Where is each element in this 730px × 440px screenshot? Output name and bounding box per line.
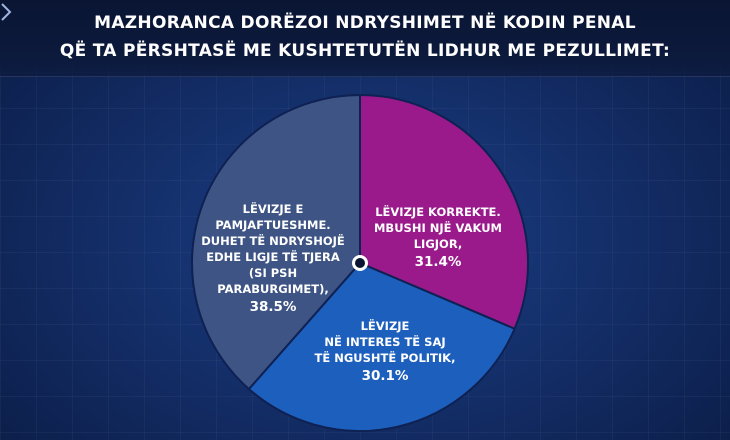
slice-value-label: 38.5% bbox=[250, 299, 297, 315]
slice-label-line: TË NGUSHTË POLITIK, bbox=[315, 350, 456, 365]
slice-label-line: LËVIZJE bbox=[361, 318, 410, 333]
slice-label-line: NË INTERES TË SAJ bbox=[324, 334, 445, 349]
slice-value-label: 30.1% bbox=[362, 368, 409, 384]
slice-label-3: LËVIZJE E PAMJAFTUESHME.DUHET TË NDRYSHOJ… bbox=[201, 201, 345, 315]
slice-label-line: DUHET TË NDRYSHOJË bbox=[201, 233, 345, 248]
chart-title-line-2: QË TA PËRSHTASË ME KUSHTETUTËN LIDHUR ME… bbox=[59, 41, 671, 61]
title-bar: MAZHORANCA DORËZOI NDRYSHIMET NË KODIN P… bbox=[0, 0, 730, 77]
chart-title-line-1: MAZHORANCA DORËZOI NDRYSHIMET NË KODIN P… bbox=[94, 13, 636, 33]
pie-slice-1 bbox=[359, 93, 529, 331]
slice-label-1: LËVIZJE KORREKTE.MBUSHI NJË VAKUM LIGJOR,… bbox=[374, 204, 502, 270]
slice-value-label: 31.4% bbox=[415, 254, 462, 270]
slice-label-line: PARABURGIMET), bbox=[217, 282, 328, 296]
slice-label-line: LIGJOR, bbox=[414, 237, 463, 251]
center-dot bbox=[355, 258, 365, 268]
chevron-right-icon bbox=[1, 3, 12, 21]
slice-label-line: LËVIZJE E bbox=[243, 201, 304, 216]
slice-label-line: EDHE LIGJE TË TJERA bbox=[206, 249, 340, 264]
slice-label-line: MBUSHI NJË VAKUM bbox=[374, 220, 502, 235]
slice-label-line: LËVIZJE KORREKTE. bbox=[375, 204, 501, 219]
pie-slice-3 bbox=[191, 93, 361, 391]
slice-label-line: (SI PSH bbox=[249, 266, 297, 280]
pie-slice-2 bbox=[247, 261, 516, 432]
slice-label-line: PAMJAFTUESHME. bbox=[215, 218, 330, 232]
